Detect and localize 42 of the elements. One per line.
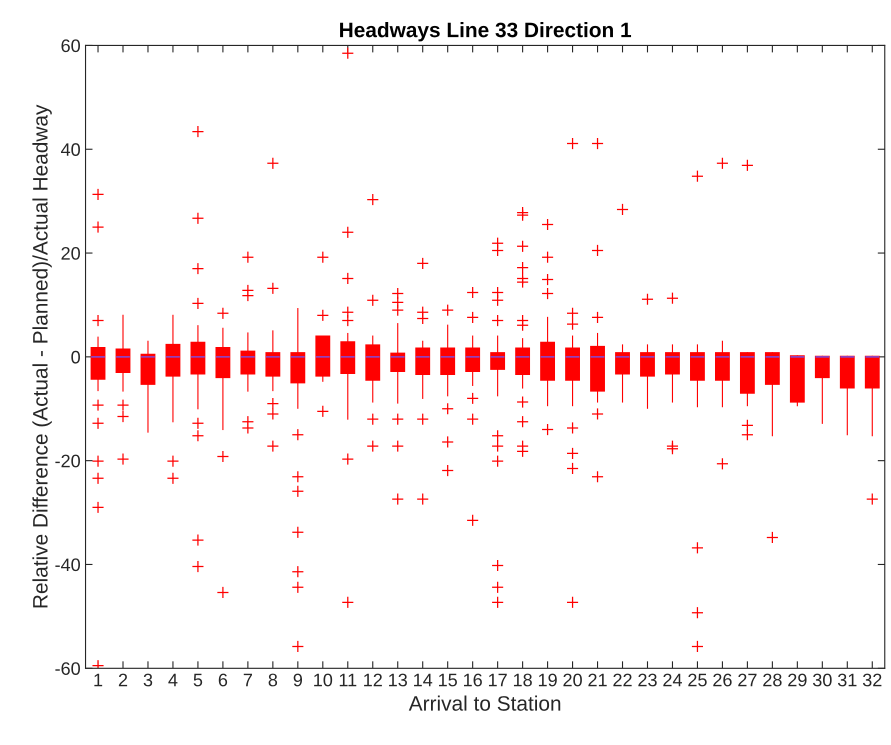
y-tick-label: -20 [55,454,80,468]
y-tick-label: 60 [62,39,80,52]
x-tick-label: 32 [862,674,882,686]
y-tick-label: -60 [55,662,80,675]
y-tick-label: -40 [55,558,80,572]
x-tick-label: 21 [588,674,607,686]
x-tick-label: 30 [812,674,832,686]
x-axis-title: Arrival to Station [408,696,560,711]
x-tick-label: 8 [268,674,278,686]
x-tick-label: 4 [168,674,178,686]
x-tick-label: 3 [144,674,152,686]
x-tick-label: 27 [738,674,757,686]
x-tick-label: 17 [488,674,507,686]
x-tick-label: 1 [94,674,102,686]
x-tick-label: 23 [638,674,657,686]
x-tick-label: 29 [788,674,807,686]
x-tick-label: 16 [464,674,482,686]
x-tick-label: 7 [244,674,252,686]
x-tick-label: 25 [688,674,707,686]
y-tick-label: 0 [71,350,80,364]
x-tick-label: 31 [838,674,856,686]
x-tick-label: 5 [194,674,202,686]
y-tick-label: 40 [61,143,80,156]
x-tick-label: 18 [514,674,532,686]
x-tick-label: 20 [563,674,582,686]
x-tick-label: 9 [294,674,302,686]
x-tick-label: 13 [389,674,407,686]
x-tick-label: 19 [538,674,557,686]
x-tick-label: 15 [439,674,457,686]
chart-title: Headways Line 33 Direction 1 [340,22,632,42]
x-tick-label: 22 [613,674,632,686]
x-tick-label: 6 [218,674,228,686]
x-tick-label: 28 [763,674,782,686]
x-tick-label: 12 [364,674,382,686]
x-tick-label: 24 [663,674,682,686]
x-tick-label: 2 [118,674,128,686]
x-tick-label: 26 [713,674,732,686]
x-tick-label: 14 [414,674,432,686]
y-tick-label: 20 [62,246,80,260]
x-tick-label: 10 [314,674,332,686]
y-axis-title: Relative Difference (Actual - Planned)/Actual Headway [32,104,52,608]
x-tick-label: 11 [340,674,356,686]
